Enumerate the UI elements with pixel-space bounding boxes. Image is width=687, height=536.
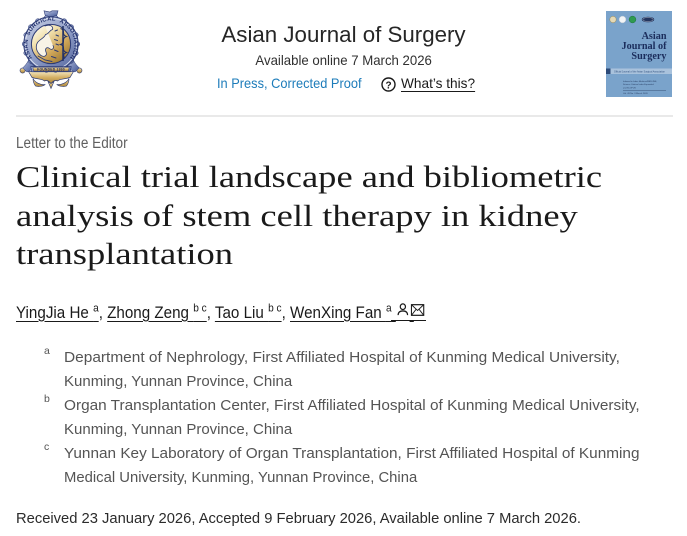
svg-text:Official Journal of the Asian: Official Journal of the Asian Surgical A… bbox=[614, 71, 666, 74]
svg-text:Vol. 49 No. 3 March 2026: Vol. 49 No. 3 March 2026 bbox=[623, 92, 648, 95]
svg-text:Surgery: Surgery bbox=[631, 51, 666, 62]
svg-text:?: ? bbox=[385, 80, 391, 91]
svg-text:Asian: Asian bbox=[642, 31, 667, 42]
svg-text:Indexed in Index Medicus/MEDLI: Indexed in Index Medicus/MEDLINE, bbox=[623, 81, 657, 83]
svg-text:FOUNDED 1990: FOUNDED 1990 bbox=[37, 68, 65, 72]
svg-text:and SCOPUS: and SCOPUS bbox=[623, 88, 636, 90]
svg-text:Journal of: Journal of bbox=[622, 41, 668, 52]
svg-text:Science Citation Index Expande: Science Citation Index Expanded bbox=[623, 83, 654, 86]
